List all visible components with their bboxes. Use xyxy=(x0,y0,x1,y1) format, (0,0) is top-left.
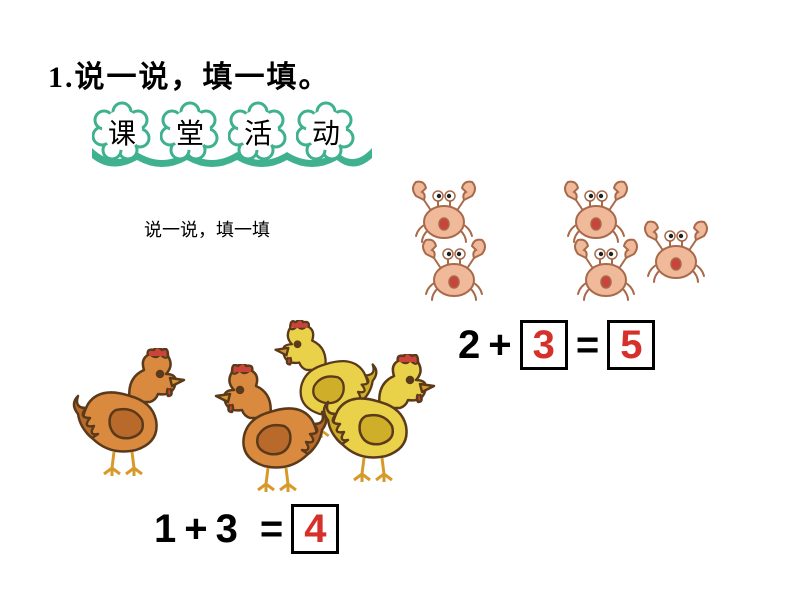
eq-operand-b: 3 xyxy=(216,507,238,552)
subtitle: 说一说，填一填 xyxy=(144,216,270,242)
eq-operand-a: 1 xyxy=(154,507,176,552)
crab-icon xyxy=(560,180,632,244)
crab-icon xyxy=(570,238,642,302)
eq-equals: = xyxy=(260,507,283,552)
crab-icon xyxy=(418,238,490,302)
eq-equals: = xyxy=(576,323,599,368)
crab-equation: 2 + 3 = 5 xyxy=(454,320,659,370)
page-title: 1.说一说，填一填。 xyxy=(48,52,331,96)
crab-icon xyxy=(640,220,712,284)
chicken-icon xyxy=(320,354,440,484)
chicken-icon xyxy=(70,348,190,478)
eq-operand-b-box: 3 xyxy=(520,320,568,370)
eq-operand-a: 2 xyxy=(458,323,480,368)
eq-operator: + xyxy=(488,323,511,368)
chicken-equation: 1 + 3 = 4 xyxy=(150,504,343,554)
banner-char-1: 课 xyxy=(92,112,152,152)
activity-banner: 课 堂 活 动 xyxy=(92,100,372,174)
banner-char-3: 活 xyxy=(228,112,288,152)
eq-answer-box: 4 xyxy=(291,504,339,554)
crab-icon xyxy=(408,180,480,244)
chicken-icon xyxy=(210,364,330,494)
eq-operator: + xyxy=(184,507,207,552)
eq-answer-box: 5 xyxy=(607,320,655,370)
banner-char-4: 动 xyxy=(296,112,356,152)
banner-char-2: 堂 xyxy=(160,112,220,152)
